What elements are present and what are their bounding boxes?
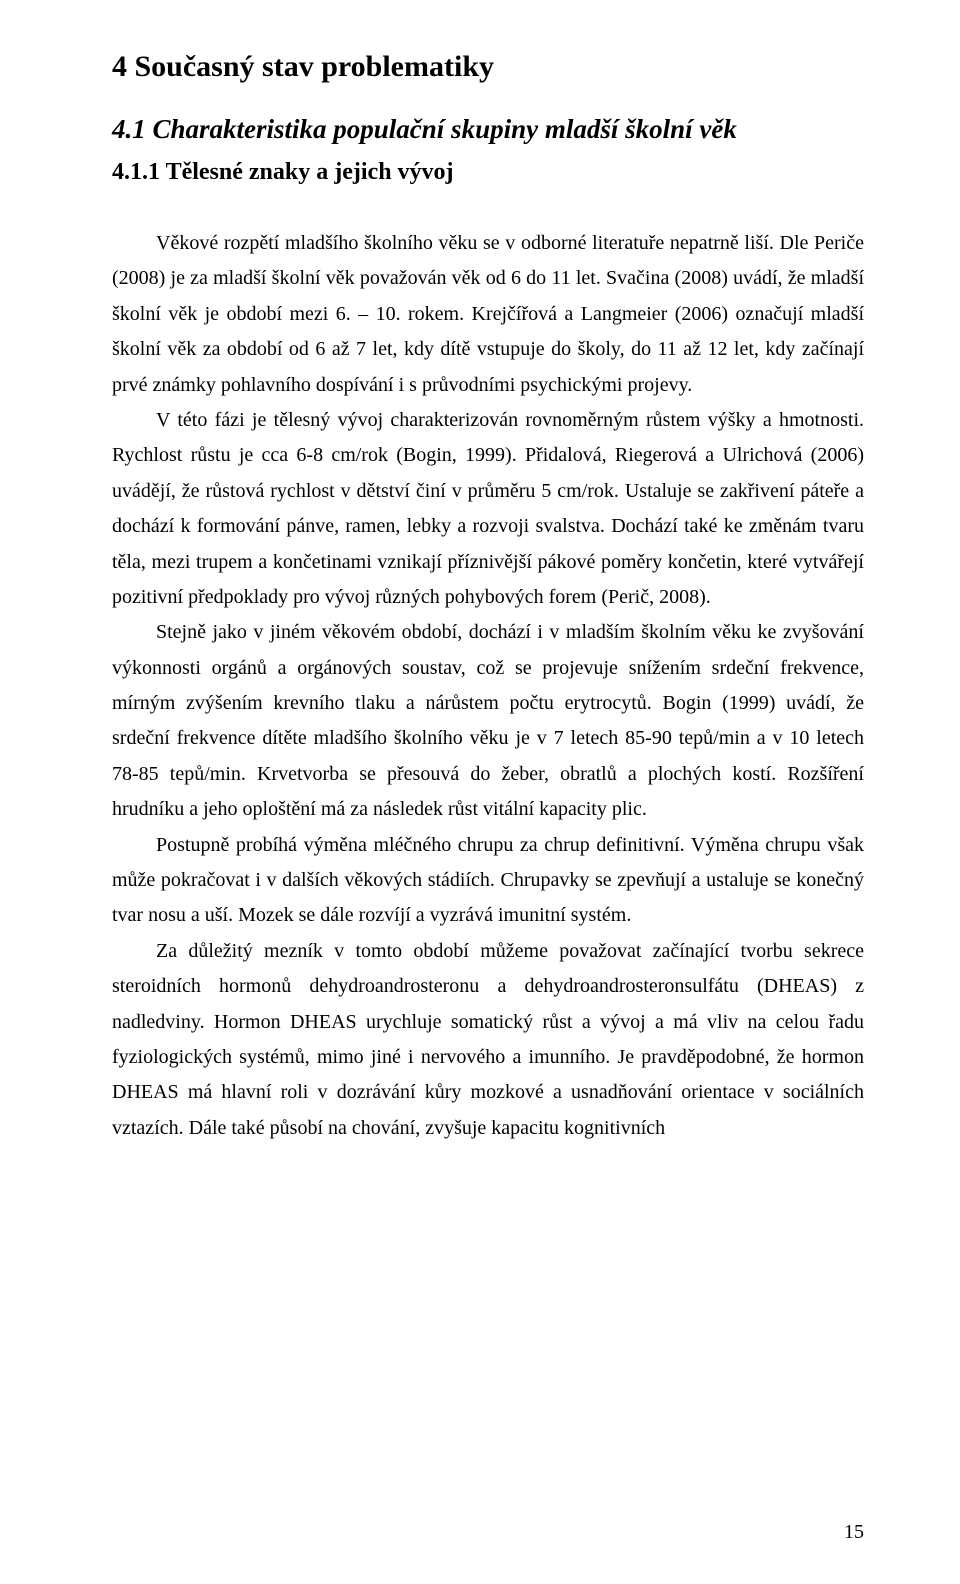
body-paragraph: Věkové rozpětí mladšího školního věku se… — [112, 226, 864, 403]
body-paragraph: Za důležitý mezník v tomto období můžeme… — [112, 934, 864, 1146]
body-paragraph: Stejně jako v jiném věkovém období, doch… — [112, 615, 864, 827]
body-paragraph: Postupně probíhá výměna mléčného chrupu … — [112, 828, 864, 934]
heading-level-2: 4.1 Charakteristika populační skupiny ml… — [112, 114, 864, 145]
heading-level-3: 4.1.1 Tělesné znaky a jejich vývoj — [112, 159, 864, 186]
body-paragraph: V této fázi je tělesný vývoj charakteriz… — [112, 403, 864, 615]
page-number: 15 — [844, 1521, 864, 1544]
document-page: 4 Současný stav problematiky 4.1 Charakt… — [0, 0, 960, 1584]
heading-level-1: 4 Současný stav problematiky — [112, 50, 864, 84]
